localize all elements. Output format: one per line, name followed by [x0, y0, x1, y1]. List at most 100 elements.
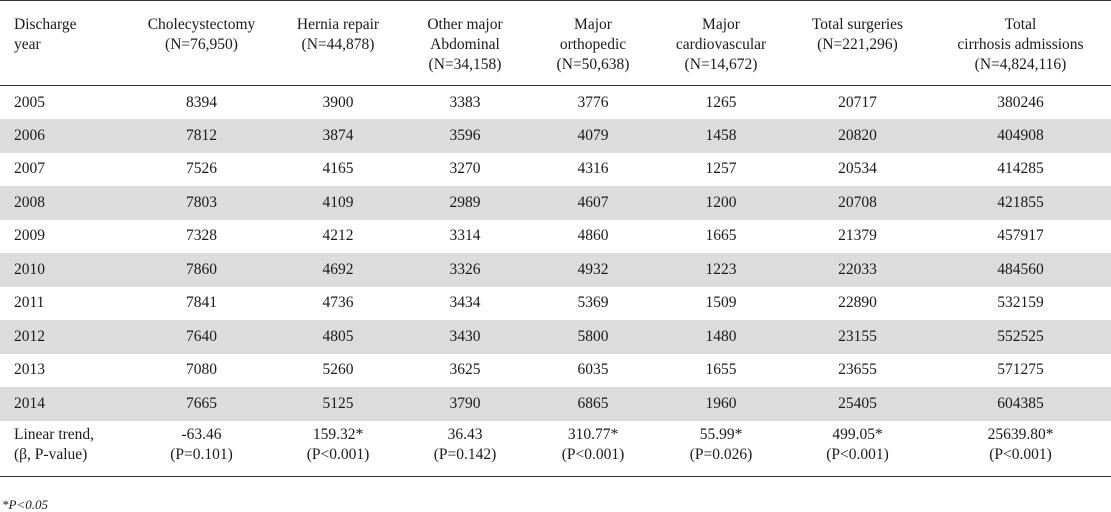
trend-cell: -63.46 (P=0.101) [128, 420, 275, 477]
column-header-5: Major cardiovascular (N=14,672) [657, 0, 785, 86]
row-year-cell: 2013 [14, 361, 45, 379]
table-cell: 4109 [275, 186, 401, 220]
table-row: 2013 7080 5260 3625 6035 1655 23655 571275 [0, 354, 1111, 388]
table-cell: 3900 [322, 93, 354, 111]
column-header-2: Hernia repair (N=44,878) [275, 0, 401, 86]
trend-text: (P=0.026) [689, 445, 753, 463]
column-header-text: Total surgeries [811, 16, 904, 33]
table-cell: 3625 [449, 361, 481, 379]
table-cell: 25405 [785, 387, 930, 421]
table-cell: 1223 [657, 253, 785, 287]
table-cell: 5800 [529, 320, 657, 354]
column-header-text: (N=50,638) [556, 56, 630, 73]
column-header-text: Major [574, 16, 612, 33]
table-cell: 21379 [838, 227, 877, 245]
column-header-text: (N=4,824,116) [974, 56, 1067, 73]
table-cell: 20534 [838, 160, 877, 178]
column-header-text: year [14, 36, 41, 53]
trend-cell: 55.99* (P=0.026) [657, 420, 785, 477]
table-row: 2011 7841 4736 3434 5369 1509 22890 532159 [0, 287, 1111, 321]
trend-cell: 36.43 (P=0.142) [401, 420, 529, 477]
trend-text: 25639.80* [987, 425, 1054, 443]
table-cell: 3776 [577, 93, 609, 111]
table-body: 2005 8394 3900 3383 3776 1265 20717 380246 2006 7… [0, 86, 1111, 477]
table-cell: 1458 [657, 119, 785, 153]
table-cell: 3270 [449, 160, 481, 178]
trend-text: (P<0.001) [989, 445, 1052, 463]
table-cell: 23155 [785, 320, 930, 354]
table-cell: 552525 [930, 320, 1111, 354]
column-header-text: cirrhosis admissions [957, 36, 1084, 53]
column-header-text: Cholecystectomy [147, 16, 256, 33]
table-row: 2014 7665 5125 3790 6865 1960 25405 604385 [0, 387, 1111, 421]
trend-text: (β, P-value) [14, 445, 88, 463]
column-header-text: Discharge [14, 16, 77, 33]
table-cell: 3326 [401, 253, 529, 287]
row-year-cell: 2010 [0, 253, 128, 287]
trend-text: 310.77* [567, 425, 619, 443]
trend-text: 499.05* [832, 425, 883, 443]
trend-text: (P<0.001) [826, 445, 889, 463]
table-cell: 4212 [322, 227, 354, 245]
table-cell: 484560 [930, 253, 1111, 287]
table-cell: 2989 [401, 186, 529, 220]
column-header-text: cardiovascular [675, 36, 767, 53]
column-header-1: Cholecystectomy (N=76,950) [128, 0, 275, 86]
table-row: 2007 7526 4165 3270 4316 1257 20534 414285 [0, 153, 1111, 187]
surgery-trend-table: Discharge year Cholecystectomy (N=76,950) He… [0, 0, 1111, 477]
table-cell: 8394 [186, 93, 217, 111]
table-cell: 380246 [997, 93, 1044, 111]
table-header: Discharge year Cholecystectomy (N=76,950) He… [0, 0, 1111, 86]
table-cell: 571275 [997, 361, 1044, 379]
row-year-cell: 2007 [14, 160, 45, 178]
table-cell: 7841 [186, 294, 217, 312]
table-cell: 7812 [128, 119, 275, 153]
table-cell: 1665 [705, 227, 737, 245]
table-cell: 6035 [577, 361, 609, 379]
table-cell: 20820 [785, 119, 930, 153]
table-cell: 7526 [186, 160, 217, 178]
table-row: 2006 7812 3874 3596 4079 1458 20820 404908 [0, 119, 1111, 153]
trend-text: (P<0.001) [306, 445, 370, 463]
trend-text: 55.99* [699, 425, 743, 443]
table-cell: 1960 [657, 387, 785, 421]
row-year-cell: 2008 [0, 186, 128, 220]
table-row: 2010 7860 4692 3326 4932 1223 22033 484560 [0, 253, 1111, 287]
table-cell: 604385 [930, 387, 1111, 421]
table-cell: 414285 [997, 160, 1044, 178]
table-cell: 7080 [186, 361, 217, 379]
table-cell: 7328 [186, 227, 217, 245]
trend-text: (P=0.101) [170, 445, 233, 463]
table-cell: 457917 [997, 227, 1044, 245]
table-cell: 6865 [529, 387, 657, 421]
table-cell: 4316 [577, 160, 609, 178]
column-header-7: Total cirrhosis admissions (N=4,824,116) [930, 0, 1111, 86]
trend-text: (P=0.142) [433, 445, 497, 463]
column-header-4: Major orthopedic (N=50,638) [529, 0, 657, 86]
table-cell: 3790 [401, 387, 529, 421]
table-cell: 3383 [449, 93, 481, 111]
column-header-text: (N=76,950) [165, 36, 238, 53]
linear-trend-row: Linear trend, (β, P-value) -63.46 (P=0.101)… [0, 420, 1111, 477]
table-row: 2008 7803 4109 2989 4607 1200 20708 421855 [0, 186, 1111, 220]
table-cell: 7665 [128, 387, 275, 421]
header-row: Discharge year Cholecystectomy (N=76,950) He… [0, 0, 1111, 86]
table-cell: 4736 [322, 294, 354, 312]
footnote: *P<0.05 [2, 497, 48, 512]
table-cell: 4805 [275, 320, 401, 354]
column-header-3: Other major Abdominal (N=34,158) [401, 0, 529, 86]
column-header-text: Total [1004, 16, 1037, 33]
trend-cell: 310.77* (P<0.001) [529, 420, 657, 477]
table-cell: 1509 [705, 294, 737, 312]
table-cell: 22890 [838, 294, 877, 312]
table-cell: 4607 [529, 186, 657, 220]
trend-cell: 159.32* (P<0.001) [275, 420, 401, 477]
trend-text: 36.43 [447, 425, 483, 443]
trend-cell: 25639.80* (P<0.001) [930, 420, 1111, 477]
row-year-cell: 2006 [0, 119, 128, 153]
row-year-cell: 2009 [14, 227, 45, 245]
table-cell: 4860 [577, 227, 609, 245]
table-row: 2009 7328 4212 3314 4860 1665 21379 457917 [0, 220, 1111, 254]
column-header-text: (N=14,672) [684, 56, 758, 73]
